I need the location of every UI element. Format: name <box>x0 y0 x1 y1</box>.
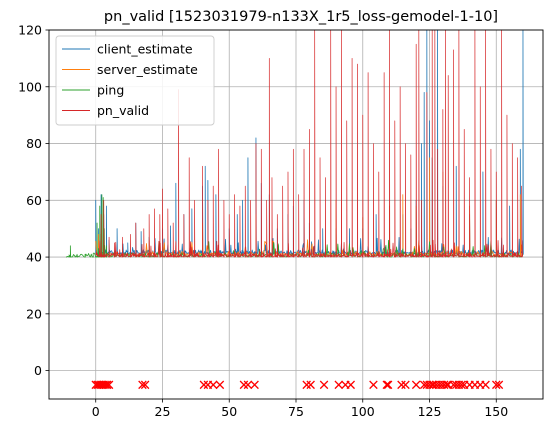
x-tick-label: 0 <box>92 404 100 419</box>
x-marker <box>346 380 356 390</box>
x-marker <box>239 380 249 390</box>
x-marker <box>101 380 110 390</box>
x-marker <box>104 380 114 390</box>
x-marker <box>138 380 147 390</box>
x-marker <box>397 380 406 390</box>
marker-group <box>91 380 504 390</box>
y-tick-label: 60 <box>26 193 42 208</box>
x-tick-label: 25 <box>155 404 171 419</box>
legend-label: ping <box>97 83 124 98</box>
x-marker <box>439 380 449 390</box>
axis-ticks: 0 25 50 75 100 125 150 0 20 40 60 80 100 120 <box>18 23 508 420</box>
x-marker <box>208 380 218 390</box>
x-marker <box>383 380 393 390</box>
y-tick-label: 20 <box>26 306 42 321</box>
x-marker <box>199 380 209 390</box>
x-marker <box>215 380 225 390</box>
x-tick-label: 125 <box>418 404 442 419</box>
x-marker <box>306 380 315 390</box>
x-marker <box>369 380 378 390</box>
plot-area <box>65 29 524 390</box>
y-tick-label: 120 <box>18 23 42 38</box>
x-marker <box>492 380 501 390</box>
x-marker <box>411 380 421 390</box>
x-marker <box>102 380 112 390</box>
x-marker <box>319 380 329 390</box>
x-marker <box>425 380 434 390</box>
x-marker <box>250 380 259 390</box>
x-marker <box>427 380 437 390</box>
x-marker <box>382 380 392 390</box>
x-tick-label: 75 <box>288 404 304 419</box>
x-marker <box>457 380 466 390</box>
x-marker <box>494 380 504 390</box>
legend-label: server_estimate <box>97 62 198 77</box>
legend-label: pn_valid <box>97 103 149 118</box>
x-tick-label: 100 <box>351 404 375 419</box>
y-tick-label: 80 <box>26 136 42 151</box>
chart-title: pn_valid [1523031979-n133X_1r5_loss-gemo… <box>104 9 498 25</box>
x-marker <box>481 380 490 390</box>
x-marker <box>140 380 150 390</box>
y-tick-label: 0 <box>34 363 42 378</box>
y-tick-label: 40 <box>26 250 42 265</box>
x-tick-label: 150 <box>484 404 508 419</box>
x-marker <box>401 380 410 390</box>
x-marker <box>302 380 311 390</box>
y-tick-label: 100 <box>18 79 42 94</box>
x-marker <box>243 380 253 390</box>
x-marker <box>442 380 452 390</box>
legend-box <box>55 35 215 126</box>
x-marker <box>334 380 343 390</box>
x-tick-label: 50 <box>221 404 237 419</box>
legend-label: client_estimate <box>97 42 193 57</box>
series-line-pn-valid <box>95 29 524 258</box>
